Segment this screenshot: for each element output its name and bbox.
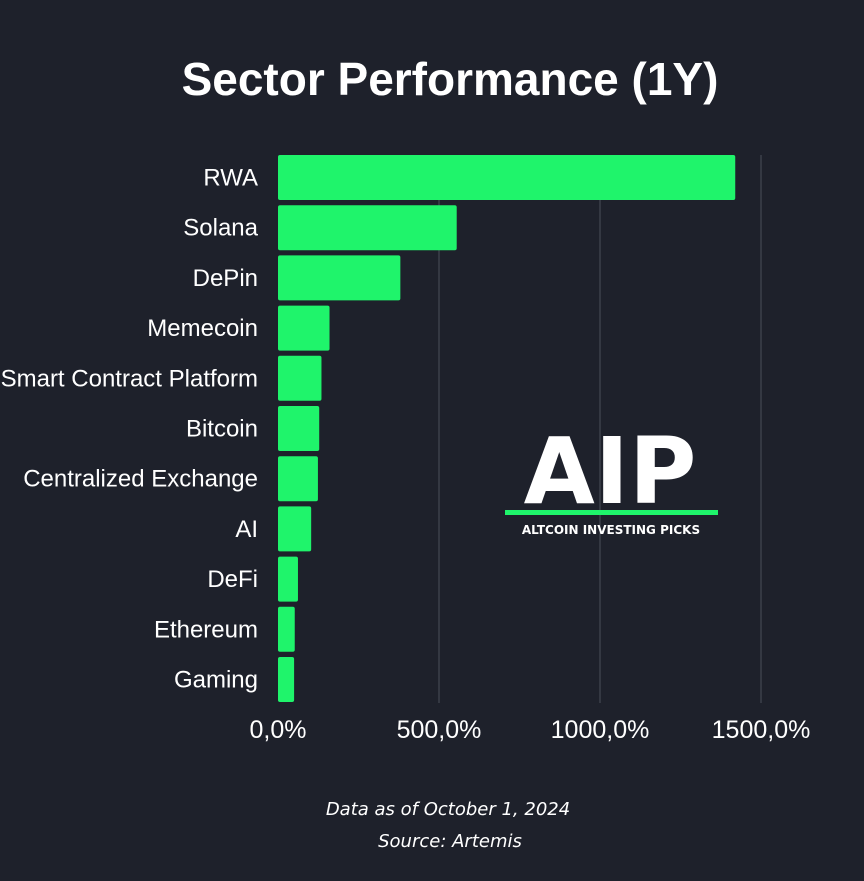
logo-text: AIP bbox=[524, 418, 697, 525]
footer-source: Source: Artemis bbox=[378, 831, 522, 852]
bar bbox=[278, 657, 295, 702]
category-label: RWA bbox=[203, 165, 258, 192]
bar bbox=[278, 556, 298, 602]
bar bbox=[278, 355, 322, 401]
category-label: Memecoin bbox=[147, 315, 258, 342]
bar bbox=[278, 305, 330, 351]
category-label: Smart Contract Platform bbox=[1, 365, 258, 392]
category-label: AI bbox=[235, 516, 258, 543]
bar bbox=[278, 606, 295, 652]
aip-logo: AIP ALTCOIN INVESTING PICKS bbox=[505, 418, 718, 537]
footer-date-note: Data as of October 1, 2024 bbox=[326, 799, 570, 820]
x-tick-label: 1000,0% bbox=[551, 716, 650, 744]
category-label: DeFi bbox=[207, 566, 258, 593]
x-tick-label: 0,0% bbox=[250, 716, 307, 744]
chart-title: Sector Performance (1Y) bbox=[182, 53, 719, 105]
bar bbox=[278, 155, 736, 200]
category-label: Centralized Exchange bbox=[23, 466, 258, 493]
bar bbox=[278, 406, 320, 451]
category-label: Bitcoin bbox=[186, 416, 258, 443]
bar bbox=[278, 255, 401, 301]
bar bbox=[278, 506, 312, 552]
x-tick-label: 1500,0% bbox=[712, 716, 811, 744]
category-label: DePin bbox=[193, 265, 258, 292]
bar bbox=[278, 205, 457, 251]
logo-underline bbox=[505, 510, 718, 515]
category-label: Gaming bbox=[174, 667, 258, 694]
bars bbox=[278, 155, 736, 702]
category-label: Ethereum bbox=[154, 616, 258, 643]
category-labels: RWA Solana DePin Memecoin Smart Contract Pla… bbox=[1, 165, 259, 694]
category-label: Solana bbox=[183, 215, 258, 242]
x-axis-ticks: 0,0% 500,0% 1000,0% 1500,0% bbox=[250, 716, 811, 744]
logo-subtitle: ALTCOIN INVESTING PICKS bbox=[522, 523, 700, 537]
x-tick-label: 500,0% bbox=[397, 716, 482, 744]
bar bbox=[278, 456, 318, 502]
